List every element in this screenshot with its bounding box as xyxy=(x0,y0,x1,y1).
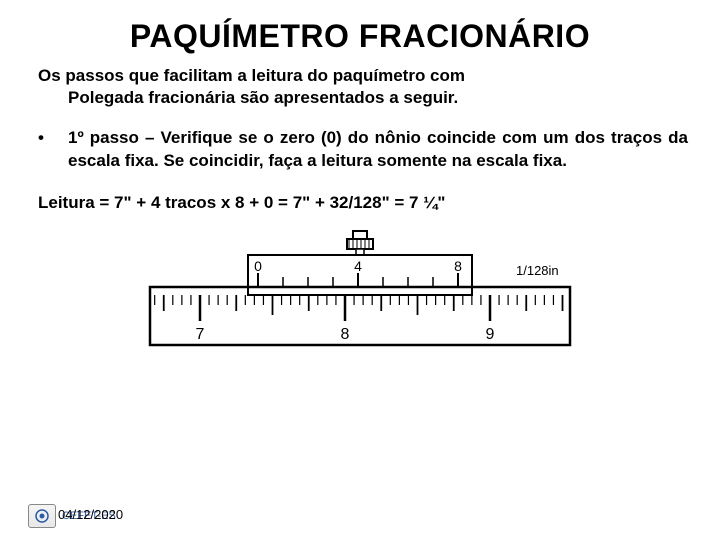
vernier-label-4: 4 xyxy=(354,258,362,274)
step-bullet: • 1º passo – Verifique se o zero (0) do … xyxy=(32,127,688,173)
main-label-9: 9 xyxy=(486,326,495,343)
intro-line2: Polegada fracionária são apresentados a … xyxy=(38,87,688,109)
footer-date: 04/12/2020 xyxy=(58,507,123,522)
vernier-label-0: 0 xyxy=(254,258,262,274)
intro-text: Os passos que facilitam a leitura do paq… xyxy=(32,65,688,109)
reading-formula: Leitura = 7" + 4 tracos x 8 + 0 = 7" + 3… xyxy=(32,193,688,213)
thimble-icon xyxy=(347,231,373,255)
slide-title: PAQUÍMETRO FRACIONÁRIO xyxy=(32,18,688,55)
vernier-scale: 0 4 8 1/128in xyxy=(248,255,559,287)
bullet-text: 1º passo – Verifique se o zero (0) do nô… xyxy=(38,127,688,173)
caliper-diagram: 0 4 8 1/128in 7 8 9 xyxy=(140,225,580,355)
main-label-8: 8 xyxy=(341,326,350,343)
bullet-marker: • xyxy=(38,127,60,150)
main-label-7: 7 xyxy=(196,326,205,343)
intro-line1: Os passos que facilitam a leitura do paq… xyxy=(38,66,465,85)
logo-icon xyxy=(28,504,56,528)
vernier-unit: 1/128in xyxy=(516,263,559,278)
vernier-label-8: 8 xyxy=(454,258,462,274)
